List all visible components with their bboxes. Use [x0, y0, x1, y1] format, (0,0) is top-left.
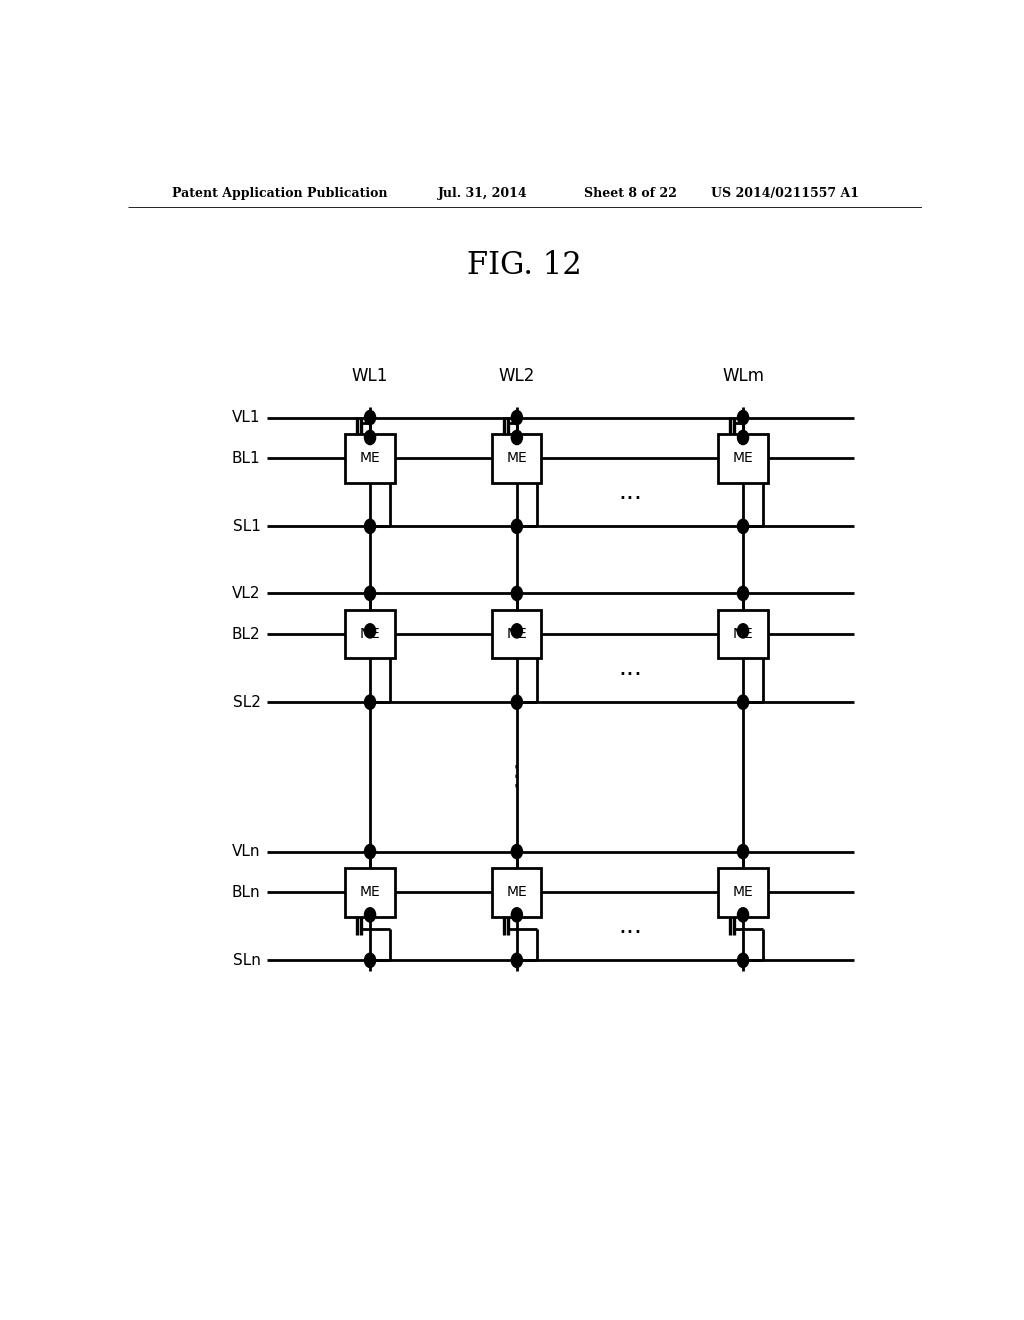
Text: Patent Application Publication: Patent Application Publication [172, 187, 387, 201]
Text: ME: ME [732, 886, 754, 899]
Text: WLm: WLm [722, 367, 764, 385]
Text: VL1: VL1 [232, 411, 260, 425]
Text: FIG. 12: FIG. 12 [467, 249, 583, 281]
Circle shape [511, 586, 522, 601]
Bar [719, 434, 768, 483]
Text: Jul. 31, 2014: Jul. 31, 2014 [437, 187, 527, 201]
Text: ME: ME [507, 886, 527, 899]
Circle shape [737, 586, 749, 601]
Circle shape [365, 953, 376, 968]
Circle shape [365, 696, 376, 709]
Circle shape [511, 430, 522, 445]
Bar [345, 434, 394, 483]
Text: SL1: SL1 [232, 519, 260, 533]
Text: ME: ME [732, 627, 754, 642]
Circle shape [737, 411, 749, 425]
Circle shape [737, 696, 749, 709]
Bar [493, 434, 542, 483]
Circle shape [737, 908, 749, 921]
Circle shape [365, 519, 376, 533]
Text: VL2: VL2 [232, 586, 260, 601]
Circle shape [365, 845, 376, 859]
Circle shape [511, 624, 522, 638]
Bar [719, 867, 768, 916]
Circle shape [511, 908, 522, 921]
Text: ...: ... [617, 480, 642, 504]
Text: BLn: BLn [231, 884, 260, 900]
Text: WL1: WL1 [352, 367, 388, 385]
Text: VLn: VLn [232, 843, 260, 859]
Text: WL2: WL2 [499, 367, 536, 385]
Text: ...: ... [617, 915, 642, 939]
Circle shape [365, 624, 376, 638]
Text: Sheet 8 of 22: Sheet 8 of 22 [585, 187, 677, 201]
Text: ME: ME [359, 886, 381, 899]
Bar [719, 610, 768, 659]
Text: BL1: BL1 [231, 450, 260, 466]
Bar [493, 867, 542, 916]
Circle shape [737, 430, 749, 445]
Text: ME: ME [359, 451, 381, 465]
Text: BL2: BL2 [231, 627, 260, 642]
Bar [345, 610, 394, 659]
Circle shape [365, 430, 376, 445]
Circle shape [737, 624, 749, 638]
Text: US 2014/0211557 A1: US 2014/0211557 A1 [712, 187, 859, 201]
Circle shape [365, 908, 376, 921]
Text: SLn: SLn [232, 953, 260, 968]
Bar [345, 867, 394, 916]
Bar [493, 610, 542, 659]
Circle shape [511, 845, 522, 859]
Text: SL2: SL2 [232, 694, 260, 710]
Text: ⋮: ⋮ [503, 763, 530, 791]
Circle shape [511, 696, 522, 709]
Text: ME: ME [507, 627, 527, 642]
Circle shape [511, 411, 522, 425]
Circle shape [365, 411, 376, 425]
Text: ME: ME [359, 627, 381, 642]
Circle shape [511, 519, 522, 533]
Circle shape [737, 519, 749, 533]
Circle shape [365, 586, 376, 601]
Circle shape [737, 845, 749, 859]
Text: ME: ME [732, 451, 754, 465]
Text: ...: ... [617, 656, 642, 680]
Text: ME: ME [507, 451, 527, 465]
Circle shape [737, 953, 749, 968]
Circle shape [511, 953, 522, 968]
